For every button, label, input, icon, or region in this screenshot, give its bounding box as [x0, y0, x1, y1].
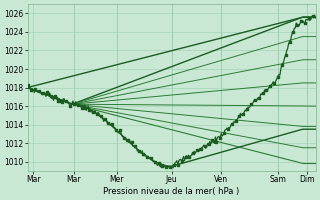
Point [260, 91, 265, 94]
Point [272, 81, 277, 84]
Point [125, 138, 130, 142]
Point [64, 99, 69, 102]
Point [214, 140, 219, 144]
Point [183, 156, 188, 159]
Point [195, 148, 200, 151]
Point [191, 152, 196, 155]
Point [306, 16, 311, 19]
Point [137, 149, 142, 152]
Point [106, 122, 111, 125]
Point [252, 98, 257, 101]
Point [40, 91, 45, 94]
Point [114, 128, 119, 132]
Point [198, 148, 204, 151]
Point [25, 84, 30, 87]
Point [121, 137, 126, 140]
Point [102, 117, 107, 120]
Point [52, 95, 57, 98]
Point [148, 156, 153, 160]
Point [48, 95, 53, 98]
Point [241, 113, 246, 116]
Point [33, 87, 38, 91]
Point [117, 129, 123, 132]
Point [310, 14, 315, 17]
Point [256, 96, 261, 99]
Point [98, 115, 103, 118]
Point [160, 164, 165, 167]
Point [172, 163, 177, 167]
Point [210, 138, 215, 142]
Point [233, 120, 238, 123]
Point [279, 63, 284, 66]
Point [56, 100, 61, 103]
Point [110, 123, 115, 126]
Point [287, 40, 292, 44]
Point [283, 54, 288, 57]
Point [94, 112, 100, 115]
Point [291, 30, 296, 33]
Point [202, 144, 207, 148]
Point [36, 90, 42, 93]
Point [144, 155, 149, 158]
Point [244, 108, 250, 111]
Point [164, 166, 169, 169]
Point [268, 85, 273, 88]
Point [264, 88, 269, 92]
Point [83, 106, 88, 109]
Point [218, 137, 223, 140]
Point [75, 103, 80, 106]
Point [152, 161, 157, 164]
Point [71, 102, 76, 105]
Point [87, 108, 92, 111]
Point [187, 155, 192, 159]
X-axis label: Pression niveau de la mer( hPa ): Pression niveau de la mer( hPa ) [103, 187, 240, 196]
Point [133, 145, 138, 148]
Point [206, 143, 211, 146]
Point [168, 165, 173, 168]
Point [44, 91, 49, 94]
Point [79, 106, 84, 109]
Point [225, 127, 230, 130]
Point [60, 101, 65, 104]
Point [179, 160, 184, 163]
Point [156, 162, 161, 165]
Point [302, 21, 308, 24]
Point [29, 88, 34, 92]
Point [68, 104, 73, 107]
Point [91, 110, 96, 113]
Point [140, 153, 146, 156]
Point [248, 102, 253, 105]
Point [299, 20, 304, 23]
Point [276, 75, 281, 78]
Point [129, 140, 134, 143]
Point [229, 122, 234, 125]
Point [237, 115, 242, 118]
Point [221, 131, 227, 134]
Point [295, 23, 300, 26]
Point [175, 163, 180, 166]
